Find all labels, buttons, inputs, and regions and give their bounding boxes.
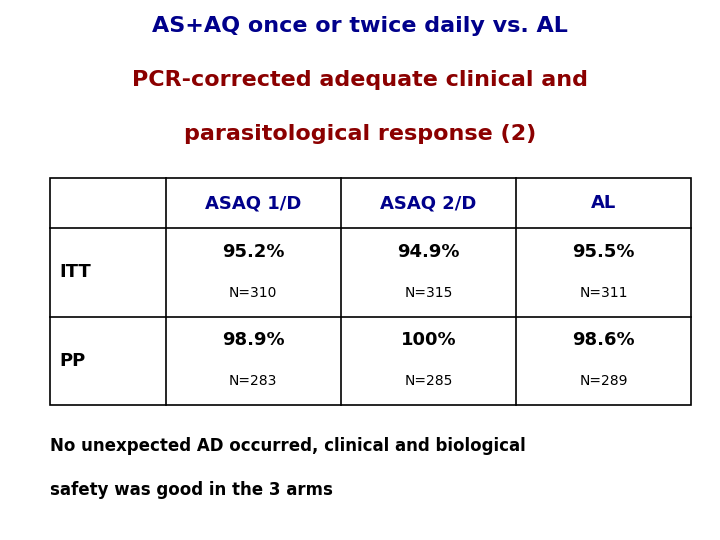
Text: ASAQ 2/D: ASAQ 2/D [380, 194, 477, 212]
Text: 95.2%: 95.2% [222, 243, 284, 261]
Text: AS+AQ once or twice daily vs. AL: AS+AQ once or twice daily vs. AL [152, 16, 568, 36]
Text: 100%: 100% [400, 331, 456, 349]
Text: ASAQ 1/D: ASAQ 1/D [205, 194, 302, 212]
Text: 98.9%: 98.9% [222, 331, 284, 349]
Text: parasitological response (2): parasitological response (2) [184, 124, 536, 144]
Text: N=283: N=283 [229, 374, 277, 388]
Text: 94.9%: 94.9% [397, 243, 460, 261]
Text: N=311: N=311 [580, 286, 628, 300]
Text: N=285: N=285 [405, 374, 453, 388]
Text: No unexpected AD occurred, clinical and biological: No unexpected AD occurred, clinical and … [50, 437, 526, 455]
Text: 95.5%: 95.5% [572, 243, 635, 261]
Text: N=289: N=289 [580, 374, 628, 388]
Text: N=310: N=310 [229, 286, 277, 300]
Text: N=315: N=315 [405, 286, 453, 300]
Text: PP: PP [59, 352, 85, 370]
Text: 98.6%: 98.6% [572, 331, 635, 349]
Text: PCR-corrected adequate clinical and: PCR-corrected adequate clinical and [132, 70, 588, 90]
Text: AL: AL [591, 194, 616, 212]
Text: ITT: ITT [59, 264, 91, 281]
Text: safety was good in the 3 arms: safety was good in the 3 arms [50, 481, 333, 498]
